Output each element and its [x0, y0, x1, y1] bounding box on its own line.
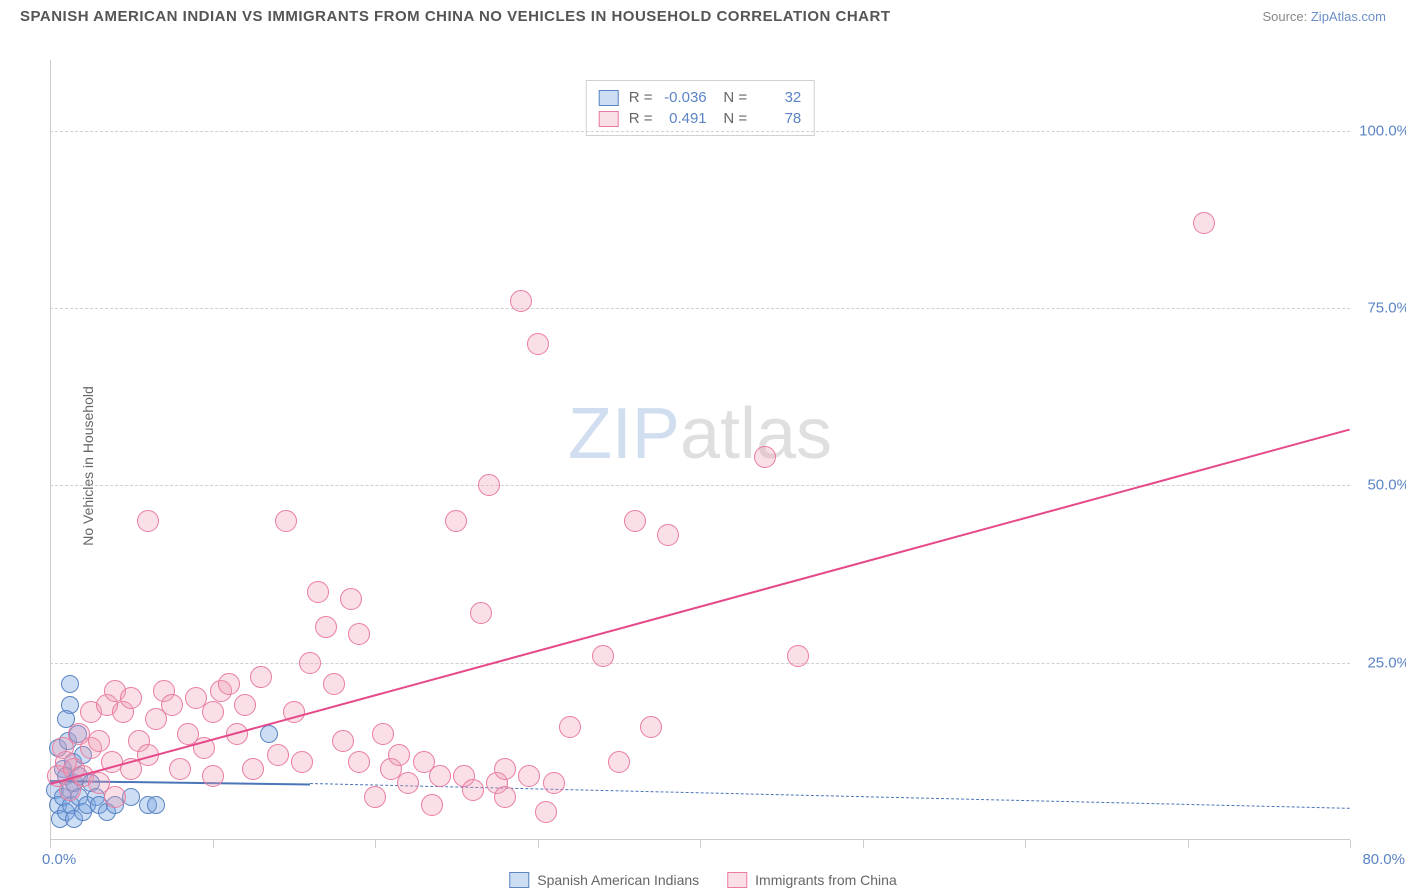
scatter-point-pink: [307, 581, 329, 603]
y-tick-label: 25.0%: [1367, 654, 1406, 671]
x-tick: [213, 840, 214, 848]
x-tick: [863, 840, 864, 848]
scatter-point-pink: [202, 765, 224, 787]
scatter-point-pink: [559, 716, 581, 738]
scatter-point-pink: [527, 333, 549, 355]
source-attribution: Source: ZipAtlas.com: [1262, 9, 1386, 24]
scatter-point-pink: [372, 723, 394, 745]
scatter-point-pink: [323, 673, 345, 695]
scatter-point-pink: [510, 290, 532, 312]
x-tick: [1025, 840, 1026, 848]
watermark: ZIPatlas: [568, 393, 832, 475]
scatter-point-pink: [462, 779, 484, 801]
scatter-point-pink: [104, 786, 126, 808]
y-tick-label: 75.0%: [1367, 300, 1406, 317]
grid-line: [50, 131, 1350, 132]
y-axis-line: [50, 60, 51, 840]
legend-item-blue: Spanish American Indians: [509, 872, 699, 888]
stats-row-blue: R = -0.036 N = 32: [599, 87, 802, 108]
scatter-point-pink: [315, 616, 337, 638]
scatter-point-blue: [260, 725, 278, 743]
scatter-point-pink: [543, 772, 565, 794]
scatter-point-pink: [364, 786, 386, 808]
scatter-point-pink: [657, 524, 679, 546]
scatter-point-pink: [494, 786, 516, 808]
grid-line: [50, 663, 1350, 664]
scatter-point-blue: [61, 675, 79, 693]
x-tick-last: 80.0%: [1362, 851, 1405, 868]
legend-swatch-blue: [509, 872, 529, 888]
plot-area: ZIPatlas R = -0.036 N = 32 R = 0.491: [50, 60, 1350, 840]
scatter-point-pink: [340, 588, 362, 610]
scatter-point-pink: [624, 510, 646, 532]
scatter-point-pink: [421, 794, 443, 816]
legend-item-pink: Immigrants from China: [727, 872, 897, 888]
grid-line: [50, 485, 1350, 486]
scatter-point-pink: [518, 765, 540, 787]
scatter-point-pink: [161, 694, 183, 716]
scatter-point-pink: [470, 602, 492, 624]
scatter-point-pink: [332, 730, 354, 752]
scatter-point-pink: [218, 673, 240, 695]
x-tick: [1350, 840, 1351, 848]
scatter-point-pink: [388, 744, 410, 766]
scatter-point-pink: [137, 510, 159, 532]
x-tick: [1188, 840, 1189, 848]
swatch-blue: [599, 90, 619, 106]
scatter-point-pink: [267, 744, 289, 766]
scatter-point-pink: [299, 652, 321, 674]
legend-swatch-pink: [727, 872, 747, 888]
scatter-point-pink: [445, 510, 467, 532]
scatter-point-pink: [242, 758, 264, 780]
scatter-point-pink: [787, 645, 809, 667]
scatter-point-pink: [608, 751, 630, 773]
scatter-point-pink: [535, 801, 557, 823]
scatter-point-pink: [348, 623, 370, 645]
scatter-point-pink: [429, 765, 451, 787]
scatter-point-pink: [88, 730, 110, 752]
scatter-point-pink: [754, 446, 776, 468]
y-tick-label: 100.0%: [1359, 122, 1406, 139]
scatter-point-pink: [291, 751, 313, 773]
scatter-point-pink: [234, 694, 256, 716]
scatter-point-pink: [169, 758, 191, 780]
scatter-point-pink: [592, 645, 614, 667]
bottom-legend: Spanish American Indians Immigrants from…: [509, 872, 896, 888]
chart-title: SPANISH AMERICAN INDIAN VS IMMIGRANTS FR…: [20, 8, 891, 25]
stats-row-pink: R = 0.491 N = 78: [599, 108, 802, 129]
scatter-point-pink: [202, 701, 224, 723]
scatter-point-pink: [1193, 212, 1215, 234]
y-tick-label: 50.0%: [1367, 477, 1406, 494]
x-tick: [50, 840, 51, 848]
scatter-point-pink: [397, 772, 419, 794]
scatter-point-pink: [478, 474, 500, 496]
x-tick-first: 0.0%: [42, 851, 76, 868]
x-tick: [375, 840, 376, 848]
legend-label-pink: Immigrants from China: [755, 872, 897, 888]
x-tick: [538, 840, 539, 848]
chart-header: SPANISH AMERICAN INDIAN VS IMMIGRANTS FR…: [0, 0, 1406, 29]
scatter-point-blue: [147, 796, 165, 814]
scatter-point-pink: [348, 751, 370, 773]
x-tick: [700, 840, 701, 848]
scatter-point-pink: [640, 716, 662, 738]
chart-container: No Vehicles in Household ZIPatlas R = -0…: [0, 40, 1406, 892]
grid-line: [50, 308, 1350, 309]
scatter-point-pink: [494, 758, 516, 780]
swatch-pink: [599, 111, 619, 127]
trend-line: [50, 429, 1351, 785]
legend-label-blue: Spanish American Indians: [537, 872, 699, 888]
scatter-point-pink: [275, 510, 297, 532]
stats-legend-box: R = -0.036 N = 32 R = 0.491 N = 78: [586, 80, 815, 136]
source-link[interactable]: ZipAtlas.com: [1311, 9, 1386, 24]
scatter-point-pink: [250, 666, 272, 688]
scatter-point-pink: [120, 687, 142, 709]
